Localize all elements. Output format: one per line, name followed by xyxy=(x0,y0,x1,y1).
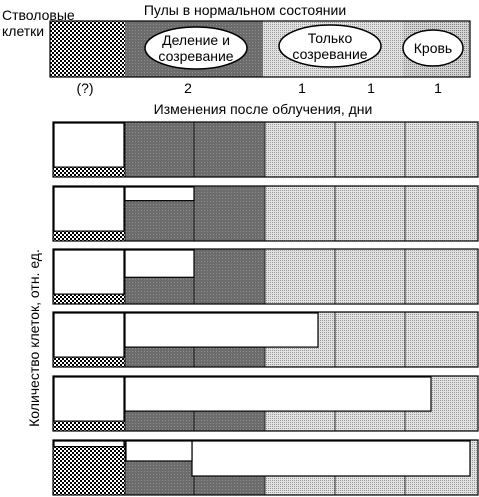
irradiation-panels xyxy=(52,121,479,496)
changes-title: Изменения после облучения, дни xyxy=(154,101,373,117)
panel-border xyxy=(52,311,479,368)
pool-bubble-maturation xyxy=(278,24,382,68)
compartment-cell xyxy=(125,122,194,177)
header-segment-0 xyxy=(50,21,125,77)
panel-5 xyxy=(52,375,479,432)
panel-3 xyxy=(52,248,479,305)
depletion-block xyxy=(124,249,195,278)
compartment-cell xyxy=(265,186,335,241)
depletion-block xyxy=(125,440,193,462)
depletion-block xyxy=(53,122,125,168)
panel-border xyxy=(52,375,479,432)
compartment-cell xyxy=(335,312,405,367)
compartment-cell xyxy=(194,186,265,241)
duration-division: 2 xyxy=(184,80,192,96)
pool-blood-label: Кровь xyxy=(414,40,452,56)
depletion-block xyxy=(124,376,432,412)
panel-2 xyxy=(52,185,479,242)
compartment-cell xyxy=(335,122,405,177)
duration-blood: 1 xyxy=(434,80,442,96)
header-border xyxy=(49,20,471,78)
pool-division-label-line2: созревание xyxy=(158,48,233,64)
pool-maturation-label-line1: Только xyxy=(308,30,353,46)
depletion-block xyxy=(124,186,195,202)
depletion-block xyxy=(191,440,471,477)
panel-6 xyxy=(52,439,479,496)
compartment-cell xyxy=(405,186,478,241)
depletion-block xyxy=(53,249,125,295)
duration-stem: (?) xyxy=(76,80,93,96)
depletion-block xyxy=(53,186,125,232)
y-axis-label: Количество клеток, отн. ед. xyxy=(26,249,42,427)
compartment-cell xyxy=(53,440,125,495)
compartment-cell xyxy=(265,249,335,304)
pool-bubble-division xyxy=(144,26,248,70)
depletion-block xyxy=(53,312,125,358)
compartment-cell xyxy=(405,312,478,367)
compartment-cell xyxy=(405,122,478,177)
panel-border xyxy=(52,185,479,242)
depletion-block xyxy=(53,440,125,448)
compartment-cell xyxy=(194,122,265,177)
pool-division-label-line1: Деление и xyxy=(162,32,230,48)
depletion-block xyxy=(53,376,125,422)
pool-bubble-blood xyxy=(402,29,464,67)
pool-maturation-label-line2: созревание xyxy=(292,46,367,62)
compartment-cell xyxy=(335,186,405,241)
compartment-cell xyxy=(405,249,478,304)
pools-title: Пулы в нормальном состоянии xyxy=(144,2,346,18)
depletion-block xyxy=(124,312,319,348)
panel-1 xyxy=(52,121,479,178)
panel-border xyxy=(52,439,479,496)
panel-border xyxy=(52,248,479,305)
stem-cells-label-line2: клетки xyxy=(2,23,44,39)
stem-cells-label-line1: Стволовые xyxy=(2,7,75,23)
duration-maturation-1: 1 xyxy=(298,80,306,96)
panel-border xyxy=(52,121,479,178)
duration-maturation-2: 1 xyxy=(367,80,375,96)
compartment-cell xyxy=(265,122,335,177)
compartment-cell xyxy=(194,249,265,304)
panel-4 xyxy=(52,311,479,368)
compartment-cell xyxy=(335,249,405,304)
